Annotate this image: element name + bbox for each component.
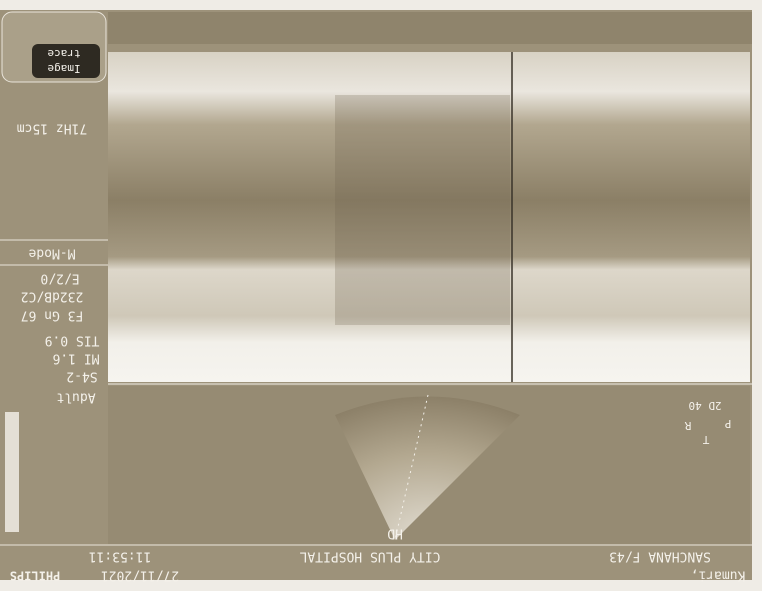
institution: CITY PLUS HOSPITAL xyxy=(299,549,440,564)
date: 27/11/2021 xyxy=(101,568,179,583)
gray-bar xyxy=(5,412,19,532)
frame-rate-depth: 71Hz 15cm xyxy=(17,121,88,136)
patient-name: Kumari, xyxy=(691,568,746,583)
tis: TIS 0.9 xyxy=(45,333,100,348)
m-line xyxy=(394,394,429,541)
sector-label: HD xyxy=(387,526,403,541)
probe: S4-2 xyxy=(66,369,97,384)
sector-image xyxy=(335,396,520,540)
dynamic-range: 232dB/C2 xyxy=(21,289,84,304)
image-button-label: Image xyxy=(47,62,80,75)
frequency-gain: F3 Gn 67 xyxy=(21,308,84,323)
orientation-r: R xyxy=(684,419,691,432)
brand: PHILIPS xyxy=(10,569,61,583)
mi: MI 1.6 xyxy=(53,351,100,366)
m-mode-image xyxy=(108,52,750,382)
trace-button-label: trace xyxy=(47,47,80,60)
mode-label: 2D 40 xyxy=(688,399,721,412)
patient-info: SANCHANA F/43 xyxy=(609,549,711,564)
top-bar xyxy=(108,12,752,44)
enhance: E/2/0 xyxy=(40,271,79,286)
orientation-t: T xyxy=(702,433,709,446)
preset: Adult xyxy=(56,390,95,405)
mode: M-Mode xyxy=(28,246,75,261)
time: 11:53:11 xyxy=(89,549,152,564)
image-trace-button[interactable] xyxy=(32,44,100,78)
orientation-p: P xyxy=(724,417,731,430)
m-mode-shadow xyxy=(335,95,510,325)
